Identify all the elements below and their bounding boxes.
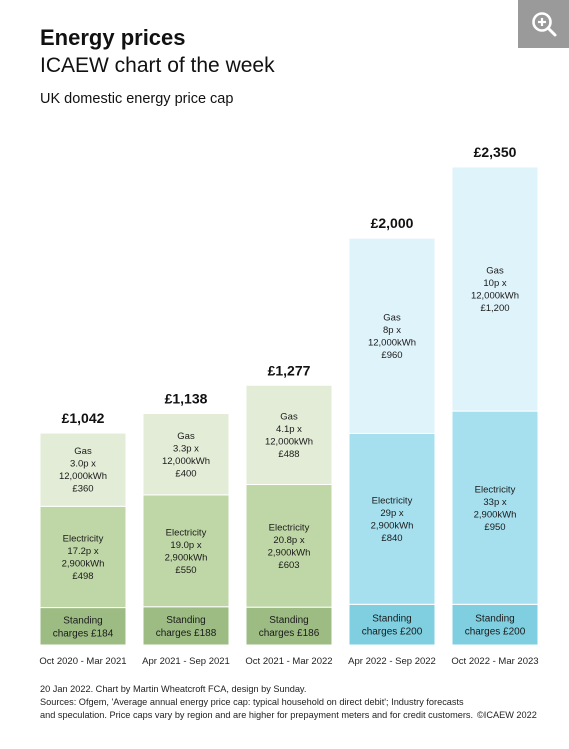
category-label: Oct 2020 - Mar 2021 bbox=[39, 656, 126, 667]
standing-label: Standing charges £200 bbox=[465, 614, 526, 638]
category-label: Apr 2022 - Sep 2022 bbox=[348, 656, 436, 667]
gas-segment bbox=[348, 237, 436, 434]
category-label: Apr 2021 - Sep 2021 bbox=[142, 656, 230, 667]
electricity-label: Electricity 17.2p x 2,900kWh £498 bbox=[62, 534, 105, 583]
gas-segment bbox=[142, 413, 230, 496]
standing-label: Standing charges £184 bbox=[53, 615, 114, 639]
electricity-label: Electricity 19.0p x 2,900kWh £550 bbox=[165, 527, 208, 576]
gas-segment bbox=[245, 384, 333, 486]
electricity-segment bbox=[245, 484, 333, 608]
total-label: £1,138 bbox=[165, 391, 208, 407]
standing-segment bbox=[245, 606, 333, 646]
total-label: £2,000 bbox=[371, 215, 414, 231]
total-label: £1,042 bbox=[62, 410, 105, 426]
standing-segment bbox=[142, 606, 230, 646]
price-cap-chart: Standing charges £184 Electricity 17.2p x 2,… bbox=[39, 144, 539, 667]
footer-note: 20 Jan 2022. Chart by Martin Wheatcroft … bbox=[40, 684, 307, 694]
gas-label: Gas 3.3p x 12,000kWh £400 bbox=[162, 431, 210, 480]
gas-segment bbox=[451, 166, 539, 412]
electricity-label: Electricity 29p x 2,900kWh £840 bbox=[371, 495, 414, 544]
standing-label: Standing charges £200 bbox=[362, 614, 423, 638]
total-label: £1,277 bbox=[268, 362, 311, 378]
page-subtitle: ICAEW chart of the week bbox=[40, 54, 275, 77]
gas-label: Gas 8p x 12,000kWh £960 bbox=[368, 312, 416, 361]
category-label: Oct 2022 - Mar 2023 bbox=[451, 656, 538, 667]
footer-copyright: ©ICAEW 2022 bbox=[477, 710, 537, 720]
footer-sources-continued: and speculation. Price caps vary by regi… bbox=[40, 710, 474, 720]
standing-segment bbox=[451, 603, 539, 646]
chart-title: UK domestic energy price cap bbox=[40, 91, 234, 107]
standing-label: Standing charges £186 bbox=[259, 615, 320, 639]
footer-sources: Sources: Ofgem, 'Average annual energy p… bbox=[40, 697, 464, 707]
electricity-segment bbox=[348, 432, 436, 605]
page-title: Energy prices bbox=[40, 25, 186, 50]
electricity-label: Electricity 20.8p x 2,900kWh £603 bbox=[268, 522, 311, 571]
gas-label: Gas 3.0p x 12,000kWh £360 bbox=[59, 446, 107, 495]
gas-label: Gas 10p x 12,000kWh £1,200 bbox=[471, 266, 519, 315]
electricity-segment bbox=[39, 505, 127, 609]
category-label: Oct 2021 - Mar 2022 bbox=[245, 656, 332, 667]
total-label: £2,350 bbox=[474, 144, 517, 160]
standing-segment bbox=[348, 603, 436, 646]
electricity-label: Electricity 33p x 2,900kWh £950 bbox=[474, 484, 517, 532]
zoom-button[interactable] bbox=[518, 0, 569, 48]
gas-segment bbox=[39, 432, 127, 507]
electricity-segment bbox=[451, 410, 539, 605]
zoom-in-icon bbox=[531, 12, 556, 37]
gas-label: Gas 4.1p x 12,000kWh £488 bbox=[265, 411, 313, 460]
standing-label: Standing charges £188 bbox=[156, 615, 217, 639]
